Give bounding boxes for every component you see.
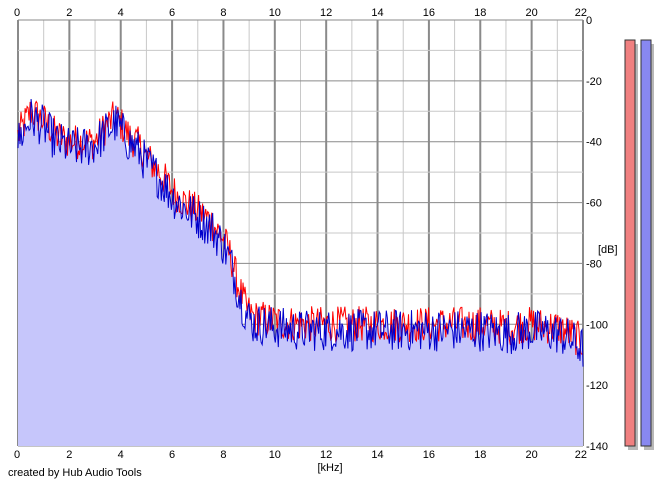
x-tick-label-top: 8 bbox=[220, 7, 226, 19]
x-tick-label-top: 12 bbox=[320, 7, 332, 19]
x-tick-label-top: 18 bbox=[474, 7, 486, 19]
x-tick-label-top: 10 bbox=[269, 7, 281, 19]
x-tick-label-top: 22 bbox=[575, 7, 587, 19]
y-tick-label: -100 bbox=[586, 319, 608, 331]
y-tick-label: -40 bbox=[586, 137, 602, 149]
level-meters bbox=[624, 39, 654, 450]
x-tick-label-bottom: 18 bbox=[474, 449, 486, 461]
x-tick-label-bottom: 12 bbox=[320, 449, 332, 461]
y-tick-label: -140 bbox=[586, 441, 608, 453]
x-tick-label-top: 16 bbox=[423, 7, 435, 19]
series-layer bbox=[17, 98, 584, 367]
x-tick-label-top: 20 bbox=[526, 7, 538, 19]
x-tick-label-top: 14 bbox=[371, 7, 383, 19]
x-tick-label-top: 6 bbox=[169, 7, 175, 19]
x-axis-label: [kHz] bbox=[317, 462, 342, 474]
credit-text: created by Hub Audio Tools bbox=[8, 467, 142, 479]
x-tick-label-bottom: 22 bbox=[575, 449, 587, 461]
x-tick-label-top: 4 bbox=[118, 7, 124, 19]
y-tick-label: -60 bbox=[586, 198, 602, 210]
series-line-left-channel bbox=[17, 100, 584, 356]
y-tick-labels: 0 -20 -40 -60 -80 -100 -120 -140 bbox=[586, 15, 608, 453]
x-tick-label-bottom: 8 bbox=[220, 449, 226, 461]
y-tick-label: -120 bbox=[586, 380, 608, 392]
x-tick-label-top: 0 bbox=[14, 7, 20, 19]
series-line-right-channel bbox=[17, 98, 584, 367]
level-meter-left bbox=[624, 39, 636, 447]
x-tick-label-bottom: 10 bbox=[269, 449, 281, 461]
y-tick-label: -20 bbox=[586, 76, 602, 88]
x-tick-label-bottom: 14 bbox=[371, 449, 383, 461]
x-tick-label-bottom: 16 bbox=[423, 449, 435, 461]
x-tick-label-bottom: 6 bbox=[169, 449, 175, 461]
x-tick-label-bottom: 20 bbox=[526, 449, 538, 461]
y-axis-label: [dB] bbox=[598, 244, 618, 256]
x-tick-label-top: 2 bbox=[66, 7, 72, 19]
level-meter-right bbox=[640, 39, 652, 447]
y-tick-label: -80 bbox=[586, 258, 602, 270]
y-tick-label: 0 bbox=[586, 15, 592, 27]
x-tick-label-bottom: 0 bbox=[14, 449, 20, 461]
x-tick-label-bottom: 4 bbox=[118, 449, 124, 461]
x-tick-label-bottom: 2 bbox=[66, 449, 72, 461]
